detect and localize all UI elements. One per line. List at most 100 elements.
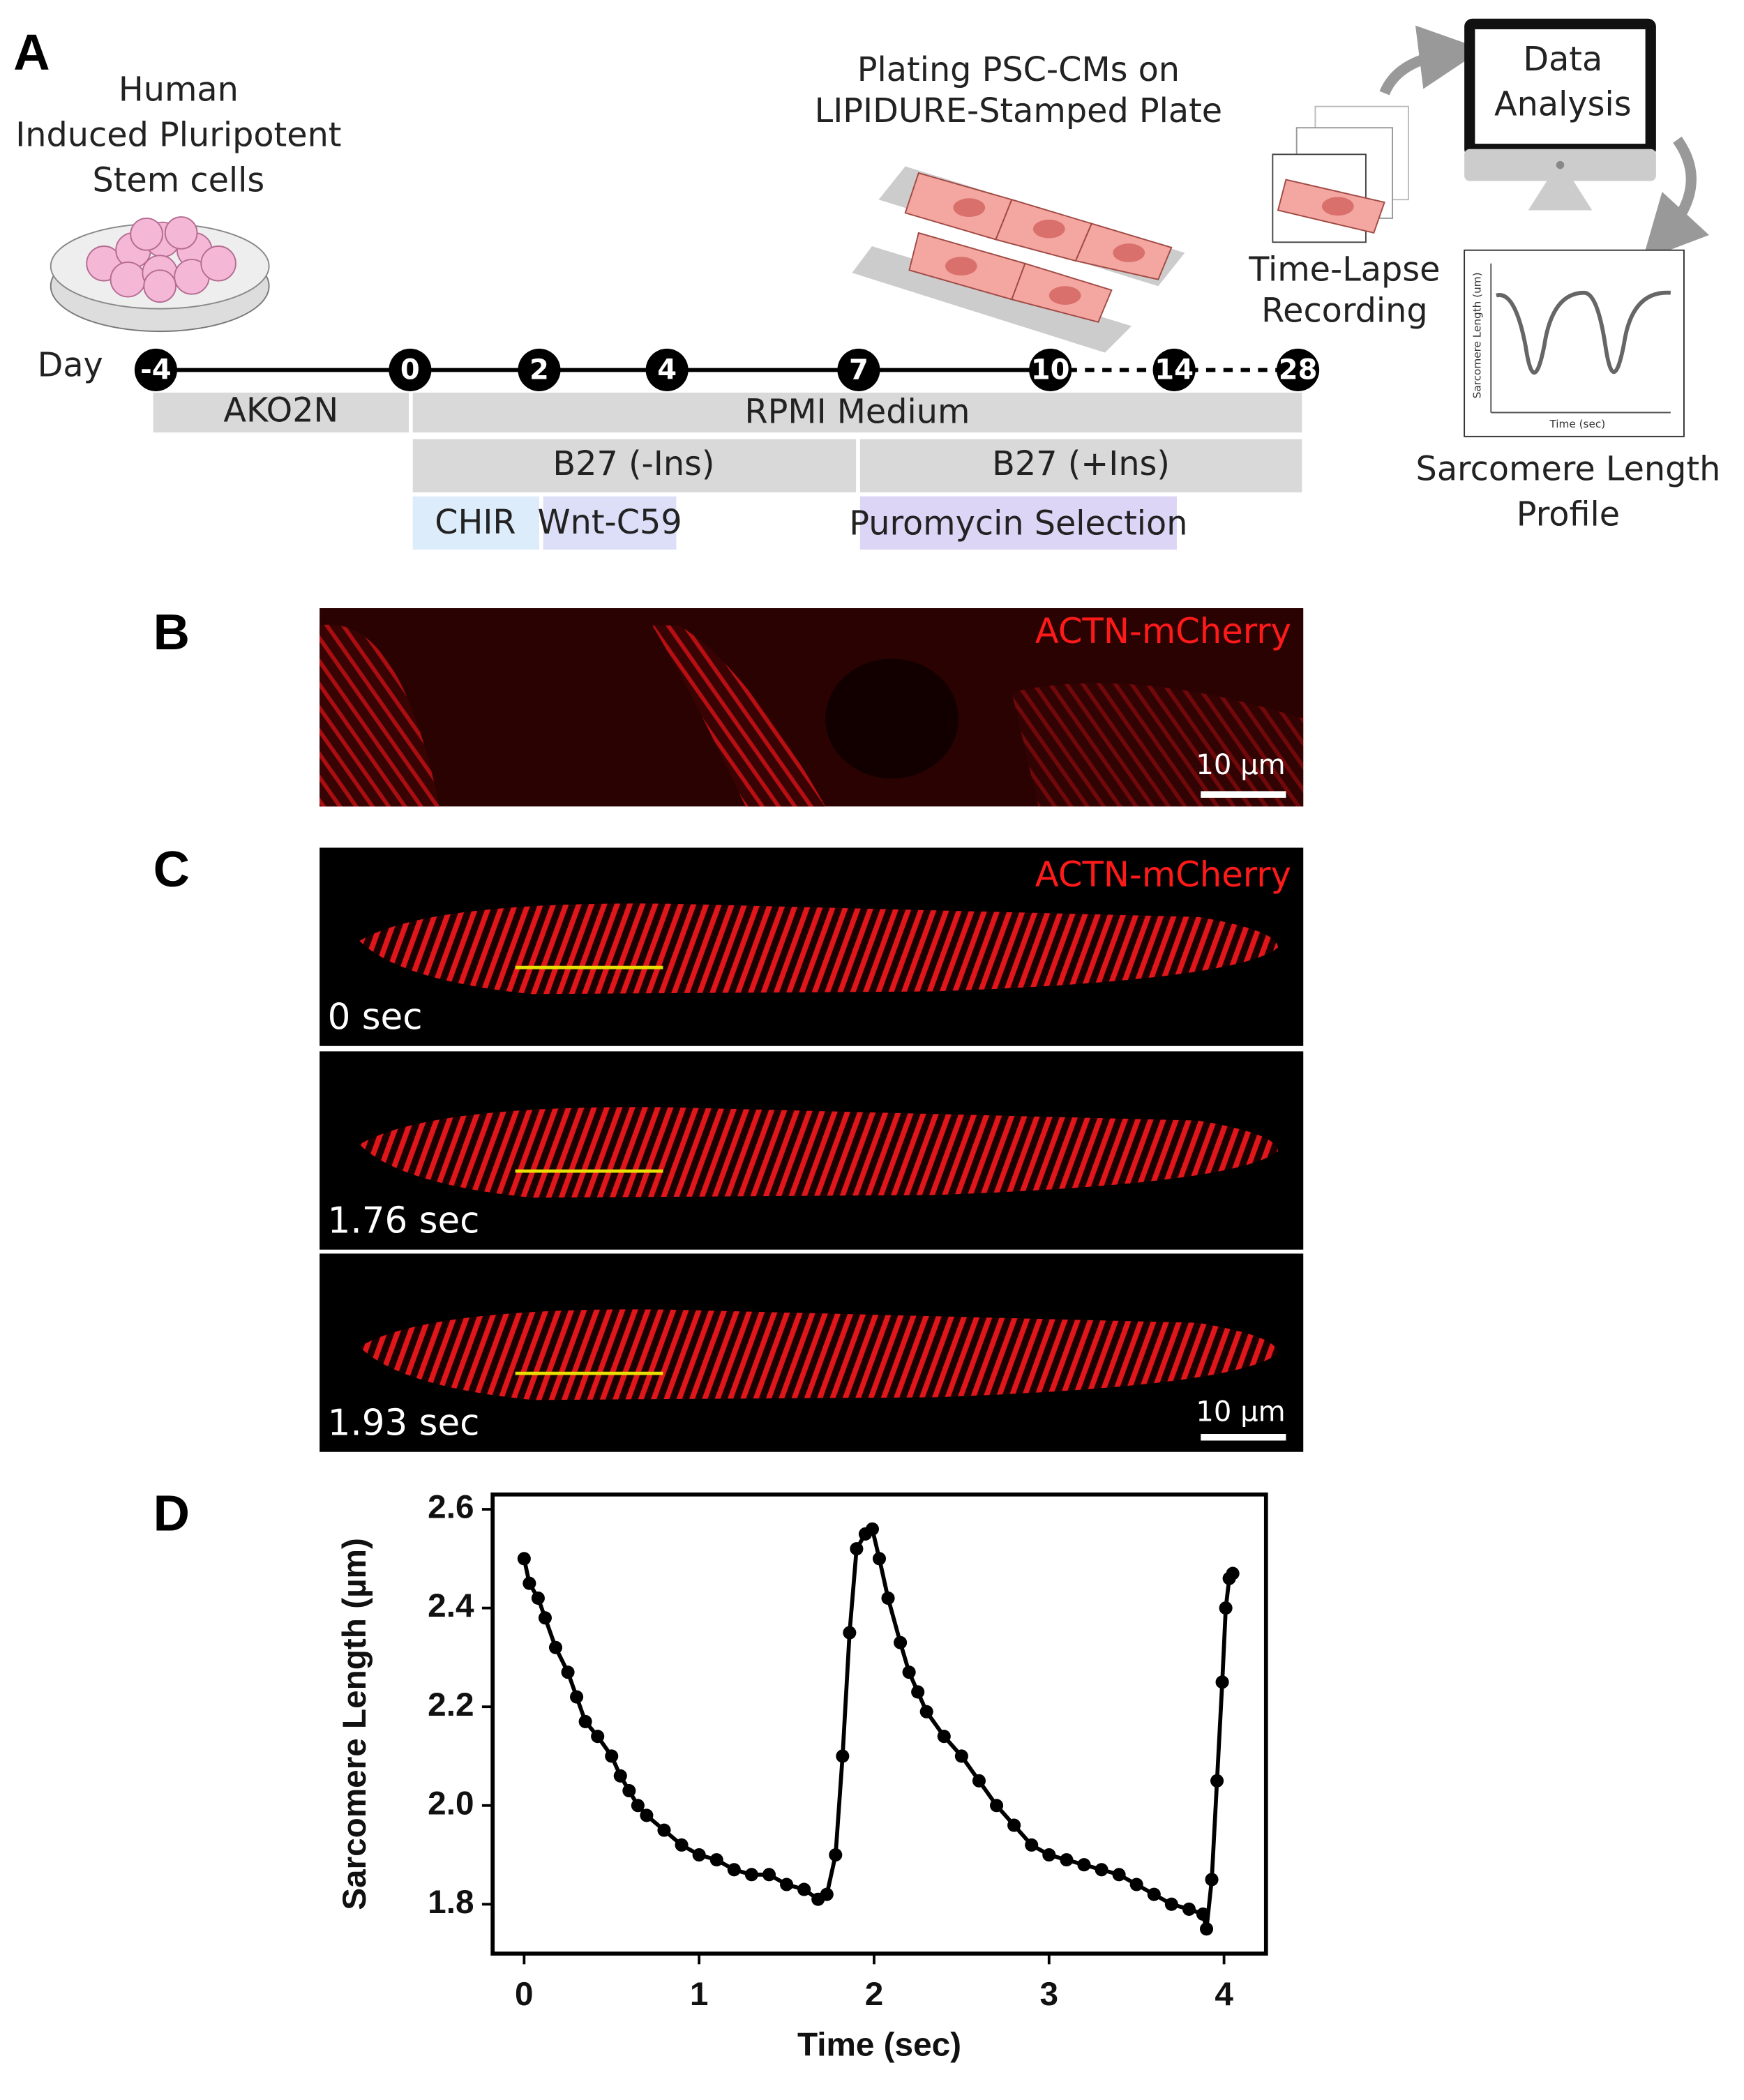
data-point (894, 1636, 908, 1649)
data-point (561, 1665, 575, 1679)
time-lapse-stack (1272, 25, 1483, 243)
data-point (631, 1799, 645, 1813)
data-point (531, 1591, 545, 1605)
data-point (605, 1749, 619, 1763)
data-point (613, 1769, 627, 1783)
petri-dish (50, 216, 270, 333)
data-point (675, 1838, 689, 1852)
day-text: 2 (529, 354, 549, 386)
plating-text: LIPIDURE-Stamped Plate (815, 92, 1223, 130)
data-point (919, 1705, 933, 1718)
cell (359, 1309, 1278, 1400)
day-text: 28 (1279, 354, 1318, 386)
data-point (517, 1552, 531, 1566)
data-point (1095, 1863, 1108, 1877)
x-tick-label: 0 (515, 1976, 534, 2013)
data-point (709, 1853, 723, 1867)
profile-axis-text: Time (sec) (1549, 418, 1605, 430)
media-bar (859, 439, 1302, 493)
cell (359, 1107, 1278, 1198)
data-point (850, 1542, 864, 1556)
frame-time: 1.76 sec (328, 1200, 480, 1242)
day-text: 7 (849, 354, 869, 386)
plate-illustration (852, 166, 1185, 353)
y-tick-label: 1.8 (428, 1884, 474, 1921)
profile-axis-text: Sarcomere Length (um) (1471, 272, 1484, 398)
cell (359, 903, 1278, 995)
day-marker (518, 348, 561, 391)
data-point (1164, 1897, 1178, 1911)
day-marker (645, 348, 689, 391)
data-point (1219, 1601, 1233, 1615)
analysis-text: Analysis (1494, 86, 1631, 124)
data-line (522, 1525, 1235, 1930)
profile-text: Profile (1517, 495, 1620, 534)
data-point (692, 1848, 706, 1862)
data-point (1077, 1858, 1091, 1872)
data-point (1025, 1838, 1039, 1852)
data-point (836, 1749, 850, 1763)
data-point (622, 1783, 636, 1798)
data-point (1112, 1868, 1126, 1882)
media-bar (412, 439, 857, 493)
media-bars (153, 392, 1302, 550)
frame-time: 1.93 sec (328, 1403, 480, 1444)
data-point (843, 1626, 857, 1640)
data-point (780, 1878, 794, 1891)
x-axis-label: Time (sec) (797, 2026, 961, 2063)
x-tick-label: 3 (1040, 1976, 1059, 2013)
monitor (1464, 18, 1710, 261)
data-point (1007, 1818, 1021, 1832)
media-text: B27 (+Ins) (992, 445, 1170, 483)
day-text: 14 (1155, 354, 1194, 386)
data-point (1196, 1907, 1210, 1921)
data-point (1042, 1848, 1056, 1862)
data-point (1215, 1675, 1229, 1689)
media-text: Wnt-C59 (537, 504, 682, 542)
data-point (1226, 1566, 1240, 1580)
media-text: Puromycin Selection (849, 505, 1187, 543)
scale-text: 10 µm (1196, 749, 1285, 781)
x-tick-label: 4 (1215, 1976, 1233, 2013)
time-lapse-text: Recording (1261, 292, 1428, 330)
data-point (820, 1887, 834, 1901)
media-bar (153, 392, 409, 433)
y-tick-label: 2.0 (428, 1785, 474, 1822)
y-tick-label: 2.6 (428, 1489, 474, 1526)
data-point (762, 1868, 776, 1882)
frames: 0 sec 1.76 sec 1.93 sec (320, 847, 1304, 1452)
panel-label: B (153, 604, 190, 660)
data-point (829, 1848, 843, 1862)
data-point (1205, 1873, 1219, 1887)
chart: 0 1 2 3 4 1.8 2.0 2.2 2.4 2.6 Time (sec) Sarcomere … (336, 1489, 1268, 2063)
day-marker (837, 348, 880, 391)
data-point (881, 1591, 895, 1605)
scale-text: 10 µm (1196, 1396, 1285, 1428)
data-point (538, 1611, 552, 1625)
stem-text: Stem cells (92, 161, 264, 199)
y-axis-label: Sarcomere Length (µm) (336, 1538, 373, 1910)
media-text: AKO2N (223, 392, 338, 430)
x-tick-label: 2 (865, 1976, 884, 2013)
data-point (797, 1882, 811, 1896)
data-point (972, 1774, 986, 1788)
day-marker (1277, 348, 1320, 391)
media-bar (543, 496, 677, 550)
day-text: 4 (657, 354, 677, 386)
data-point (1147, 1887, 1161, 1901)
media-text: B27 (-Ins) (552, 445, 714, 483)
data-point (578, 1714, 592, 1728)
stain-label: ACTN-mCherry (1035, 854, 1291, 895)
data-point (523, 1576, 536, 1590)
media-bar (412, 496, 539, 550)
data-point (1199, 1922, 1214, 1936)
data-point (548, 1640, 563, 1654)
data-point (872, 1552, 887, 1566)
day-marker (1152, 348, 1196, 391)
data-point (902, 1665, 916, 1679)
y-tick-label: 2.2 (428, 1686, 474, 1723)
plating-text: Plating PSC-CMs on (857, 51, 1180, 89)
panel-label: A (13, 24, 50, 80)
